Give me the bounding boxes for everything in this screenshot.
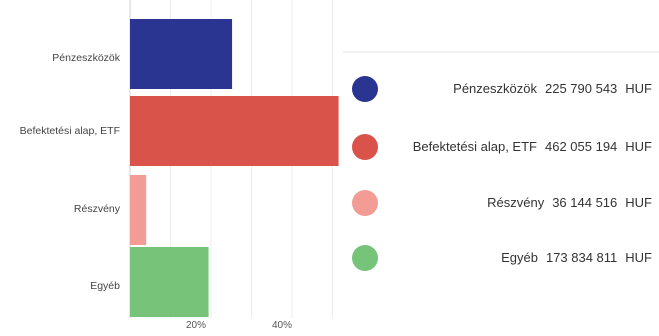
legend-unit: HUF: [625, 81, 652, 96]
bar-1: [130, 96, 339, 166]
x-tick-label: 40%: [272, 320, 293, 331]
legend-swatch: [352, 76, 378, 102]
x-tick-label: 20%: [186, 320, 207, 331]
legend-swatch: [352, 190, 378, 216]
legend-swatch: [352, 134, 378, 160]
legend-item: Részvény 36 144 516 HUF: [352, 190, 652, 218]
legend-unit: HUF: [625, 139, 652, 154]
legend-amount: 173 834 811: [545, 250, 618, 265]
legend-swatch: [352, 245, 378, 271]
bar-2: [130, 175, 147, 245]
legend-item: Befektetési alap, ETF 462 055 194 HUF: [352, 134, 652, 162]
category-label: Befektetési alap, ETF: [19, 125, 120, 137]
category-label: Pénzeszközök: [52, 52, 120, 64]
legend-unit: HUF: [625, 250, 652, 265]
category-label: Egyéb: [90, 280, 120, 292]
bar-0: [130, 19, 233, 89]
bar-3: [130, 247, 209, 317]
legend-label: Részvény: [487, 195, 545, 210]
legend-unit: HUF: [625, 195, 652, 210]
legend-amount: 225 790 543: [544, 81, 618, 96]
legend-amount: 36 144 516: [552, 195, 618, 210]
legend-label: Befektetési alap, ETF: [412, 139, 537, 154]
legend-label: Pénzeszközök: [453, 81, 537, 96]
legend-amount: 462 055 194: [544, 139, 618, 154]
legend-item: Egyéb 173 834 811 HUF: [352, 245, 652, 273]
category-label: Részvény: [73, 203, 120, 215]
legend-item: Pénzeszközök 225 790 543 HUF: [352, 76, 652, 104]
legend-label: Egyéb: [501, 250, 538, 265]
